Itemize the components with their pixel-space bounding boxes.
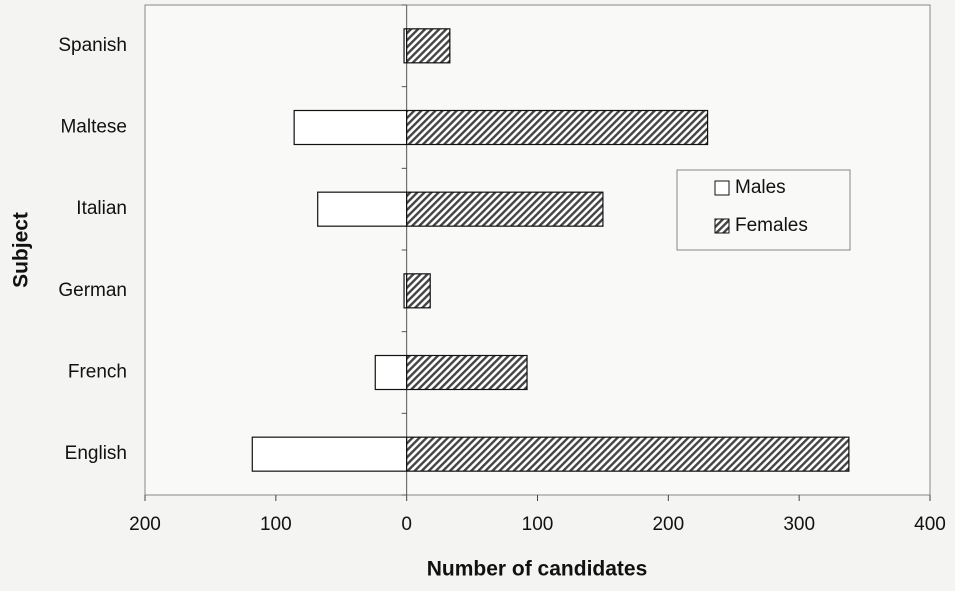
x-tick-label: 100 <box>522 514 554 535</box>
legend-label: Females <box>735 215 808 236</box>
y-axis-title: Subject <box>10 212 33 288</box>
legend-label: Males <box>735 177 786 198</box>
x-tick-label: 300 <box>783 514 815 535</box>
x-tick-label: 400 <box>914 514 946 535</box>
bar <box>374 354 408 391</box>
bar <box>406 354 528 391</box>
y-tick-label: English <box>65 443 127 464</box>
x-tick-label: 0 <box>401 514 412 535</box>
x-tick-label: 200 <box>652 514 684 535</box>
bar <box>406 191 604 227</box>
x-axis-title: Number of candidates <box>427 558 648 581</box>
bar <box>293 109 408 146</box>
y-tick-label: Maltese <box>60 117 127 138</box>
x-tick-label: 200 <box>129 514 161 535</box>
y-tick-label: Italian <box>76 198 127 219</box>
bar <box>251 436 408 472</box>
y-tick-label: French <box>68 362 127 383</box>
bar <box>406 28 451 64</box>
y-tick-label: German <box>58 280 127 301</box>
y-tick-label: Spanish <box>58 35 127 56</box>
x-tick-label: 100 <box>260 514 292 535</box>
bar <box>406 273 431 309</box>
legend-box <box>676 169 851 251</box>
bar <box>406 436 850 472</box>
bar <box>406 109 709 146</box>
bar <box>317 191 408 227</box>
legend-swatch <box>714 218 730 234</box>
legend-swatch <box>714 180 730 196</box>
